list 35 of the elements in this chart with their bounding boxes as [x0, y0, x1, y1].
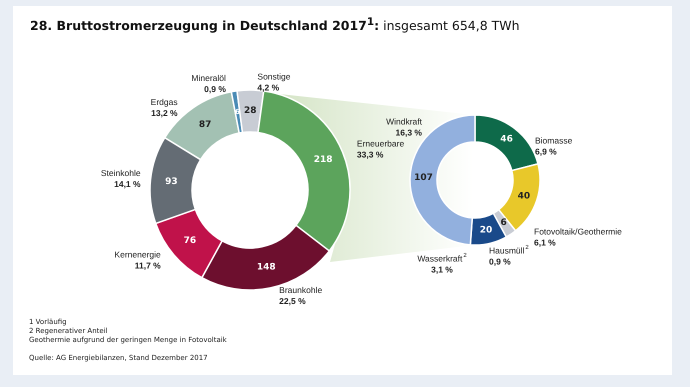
slice-label: Fotovoltaik/Geothermie — [534, 226, 622, 236]
slice-label: Kernenergie — [114, 249, 162, 260]
data-label: 46 — [500, 134, 513, 144]
text: 0,9 % — [489, 256, 511, 266]
text: 6,9 % — [535, 146, 557, 156]
slice-label: Braunkohle — [279, 285, 322, 296]
data-label: 20 — [480, 225, 492, 236]
slice-label: Steinkohle — [100, 168, 141, 178]
slice-label: Erneuerbare — [356, 138, 404, 149]
text: 11,7 % — [134, 260, 161, 270]
data-label: 107 — [414, 173, 433, 184]
text: 13,2 % — [151, 108, 178, 118]
text: 14,1 % — [114, 179, 141, 190]
chart-title: 28. Bruttostromerzeugung in Deutschland 2017$^{1}$: — [30, 16, 380, 34]
data-label: 87 — [198, 120, 212, 130]
text: 0,9 % — [204, 84, 226, 94]
text: 33,3 % — [356, 150, 384, 160]
data-label: 28 — [244, 106, 257, 116]
slice-label: Mineralöl — [191, 72, 226, 83]
data-label: 40 — [518, 191, 530, 202]
text: 4,2 % — [257, 82, 280, 92]
text: 3,1 % — [431, 264, 453, 274]
slice-label: Windkraft — [386, 116, 423, 126]
data-label: 218 — [314, 155, 332, 166]
slice-label: Erdgas — [150, 96, 178, 107]
slice-label: Biomasse — [535, 136, 573, 146]
data-label: 93 — [165, 176, 178, 187]
slice-label: Sonstige — [257, 72, 291, 82]
text: 16,3 % — [396, 128, 422, 138]
data-label: 6 — [500, 218, 507, 228]
data-label: 76 — [184, 236, 196, 246]
text: 22,5 % — [279, 296, 306, 306]
text: 6,1 % — [534, 238, 556, 248]
text: insgesamt 654,8 TWh — [383, 18, 520, 34]
data-label: 148 — [256, 262, 276, 272]
